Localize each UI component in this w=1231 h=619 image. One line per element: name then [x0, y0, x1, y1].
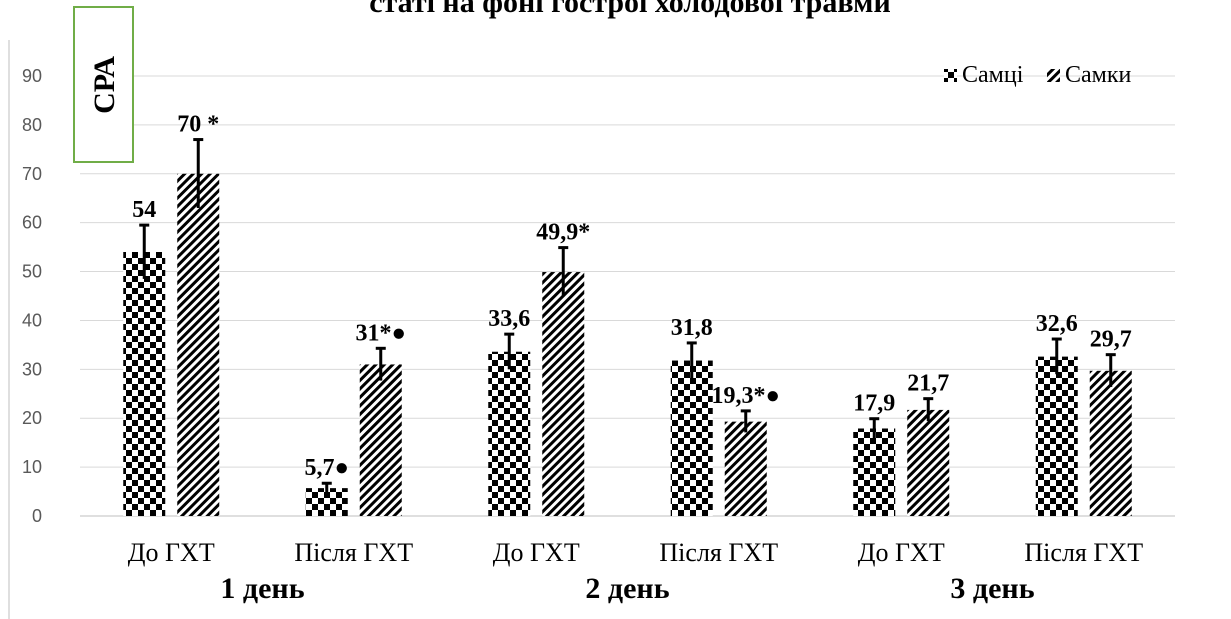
- data-label: 5,7●: [305, 455, 350, 481]
- bar-females: [724, 421, 767, 516]
- y-tick-labels: 0 10 20 30 40 50 60 70 80 90: [22, 66, 42, 526]
- y-tick-label: 0: [32, 506, 42, 526]
- data-labels: 54 70 * 5,7● 31*● 33,6 49,9* 31,8 19,3*● 17,9 21,…: [132, 112, 1132, 482]
- bars: [123, 173, 1132, 516]
- y-tick-label: 90: [22, 66, 42, 86]
- data-label: 19,3*●: [712, 383, 781, 409]
- legend-label-males: Самці: [962, 62, 1024, 88]
- data-label: 21,7: [907, 371, 949, 397]
- data-label: 33,6: [488, 306, 530, 332]
- badge-box: [73, 6, 134, 163]
- bar-females: [359, 364, 402, 516]
- data-label: 31,8: [671, 315, 713, 341]
- group-label: 1 день: [220, 572, 304, 605]
- y-tick-label: 30: [22, 359, 42, 379]
- group-labels: 1 день 2 день 3 день: [220, 572, 1034, 605]
- data-label: 70 *: [177, 112, 219, 138]
- legend-label-females: Самки: [1065, 62, 1132, 88]
- data-label: 32,6: [1036, 311, 1078, 337]
- group-label: 2 день: [585, 572, 669, 605]
- group-label: 3 день: [950, 572, 1034, 605]
- bar-females: [1089, 370, 1132, 516]
- bar-females: [907, 409, 950, 516]
- y-tick-label: 10: [22, 457, 42, 477]
- data-label: 31*●: [356, 320, 407, 346]
- x-tick-label: Після ГХТ: [659, 538, 778, 567]
- bar-males: [670, 360, 713, 516]
- x-tick-label: До ГХТ: [858, 538, 945, 567]
- x-tick-label: До ГХТ: [493, 538, 580, 567]
- x-tick-label: До ГХТ: [128, 538, 215, 567]
- x-tick-label: Після ГХТ: [294, 538, 413, 567]
- bar-males: [1035, 356, 1078, 516]
- bar-females: [542, 272, 585, 516]
- bar-females: [177, 173, 220, 516]
- y-tick-label: 70: [22, 164, 42, 184]
- bar-males: [853, 428, 896, 516]
- chart-title: статі на фоні гострої холодової травми: [369, 0, 891, 19]
- legend-swatch-males: [944, 69, 957, 82]
- x-tick-labels: До ГХТ Після ГХТ До ГХТ Після ГХТ До ГХТ Післ…: [128, 538, 1143, 567]
- data-label: 17,9: [853, 391, 895, 417]
- bar-males: [123, 252, 166, 516]
- x-tick-label: Після ГХТ: [1024, 538, 1143, 567]
- y-tick-label: 50: [22, 262, 42, 282]
- bar-males: [488, 351, 531, 516]
- data-label: 29,7: [1090, 327, 1132, 353]
- y-tick-label: 80: [22, 115, 42, 135]
- legend: Самці Самки: [944, 62, 1132, 88]
- data-label: 54: [132, 197, 156, 223]
- y-tick-label: 60: [22, 213, 42, 233]
- grid-layer: [80, 75, 1175, 517]
- data-label: 49,9*: [536, 220, 590, 246]
- badge-text: СРА: [88, 56, 121, 114]
- error-bars: [139, 138, 1116, 494]
- legend-swatch-females: [1047, 69, 1060, 82]
- y-tick-label: 20: [22, 408, 42, 428]
- y-tick-label: 40: [22, 310, 42, 330]
